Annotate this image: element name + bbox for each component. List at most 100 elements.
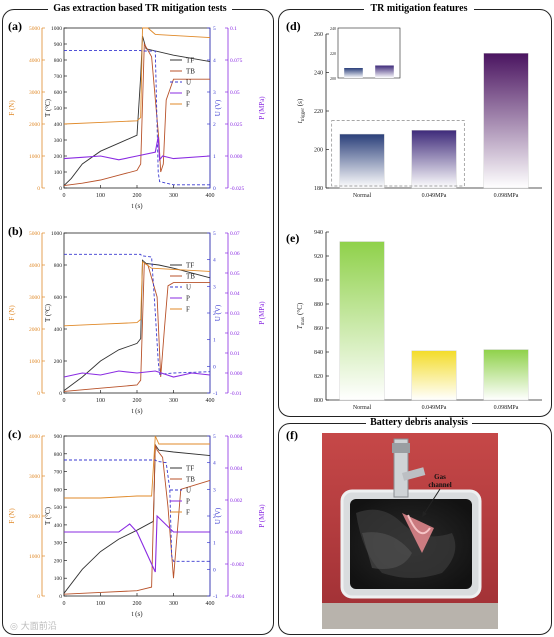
t-axis-tick-label: 800 <box>54 452 63 458</box>
series-line-tb <box>63 444 211 595</box>
x-tick-label: 100 <box>96 193 105 199</box>
p-axis-tick-label: 0.006 <box>230 434 243 440</box>
y-tick-label: 920 <box>314 254 323 260</box>
bar-normal <box>339 241 385 401</box>
f-axis-tick-label: 2000 <box>29 122 40 128</box>
series-line-f <box>63 27 211 125</box>
legend-label-tf: TF <box>186 57 194 65</box>
f-axis-label: F (N) <box>8 508 16 524</box>
x-tick-label: 0.098MPa <box>494 405 519 411</box>
legend-label-u: U <box>186 487 191 495</box>
inset-bar <box>344 68 363 78</box>
t-axis-tick-label: 600 <box>54 90 63 96</box>
y-tick-label: 840 <box>314 350 323 356</box>
legend-label-u: U <box>186 79 191 87</box>
u-axis-tick-label: 0 <box>213 186 216 192</box>
gas-channel-annotation: Gas channel <box>428 473 451 489</box>
series-line-p <box>64 514 210 573</box>
legend-label-tf: TF <box>186 465 194 473</box>
legend-label-tb: TB <box>186 68 195 76</box>
panel-label-b: (b) <box>8 224 23 238</box>
t-axis-tick-label: 0 <box>59 594 62 600</box>
battery-debris-photo: Gas channel <box>322 433 498 629</box>
x-tick-label: Normal <box>353 405 372 411</box>
x-tick-label: 0 <box>63 398 66 404</box>
t-axis-tick-label: 600 <box>54 295 63 301</box>
y-tick-label: 880 <box>314 302 323 308</box>
inset-y-tick-label: 220 <box>330 51 336 56</box>
p-axis-tick-label: 0.000 <box>230 530 243 536</box>
x-axis-label: t (s) <box>131 202 143 210</box>
f-axis-tick-label: 5000 <box>29 231 40 237</box>
f-axis-tick-label: 4000 <box>29 434 40 440</box>
y-tick-label: 900 <box>314 278 323 284</box>
inset-bar <box>375 65 394 78</box>
y-tick-label: 240 <box>314 71 323 77</box>
f-axis-tick-label: 0 <box>37 186 40 192</box>
series-line-u <box>64 49 210 186</box>
t-axis-label: T (°C) <box>44 98 52 117</box>
u-axis-tick-label: 3 <box>213 487 216 493</box>
f-axis-tick-label: 2000 <box>29 514 40 520</box>
f-axis-tick-label: 5000 <box>29 26 40 32</box>
t-axis-tick-label: 400 <box>54 122 63 128</box>
x-tick-label: 400 <box>206 601 215 607</box>
x-axis-label: t (s) <box>131 407 143 415</box>
bar-normal <box>339 133 385 189</box>
u-axis-tick-label: 4 <box>213 58 216 64</box>
f-axis-tick-label: 3000 <box>29 90 40 96</box>
p-axis-tick-label: 0.002 <box>230 498 243 504</box>
x-tick-label: 300 <box>169 601 178 607</box>
p-axis-label: P (MPa) <box>258 504 266 528</box>
right-bottom-title: Battery debris analysis <box>366 417 472 428</box>
t-axis-tick-label: 200 <box>54 359 63 365</box>
t-axis-label: T (°C) <box>44 303 52 322</box>
chart-d: 180 200 220 240 260 ttrigger (s) Normal 0.049MP… <box>296 26 542 199</box>
series-line-f <box>63 260 211 327</box>
u-axis-tick-label: 4 <box>213 258 216 264</box>
series-line-f <box>64 435 210 499</box>
u-axis-label: U (V) <box>214 99 222 116</box>
p-axis-tick-label: 0.1 <box>230 26 237 32</box>
f-axis-tick-label: 1000 <box>29 554 40 560</box>
zoom-box <box>331 120 465 187</box>
f-axis-tick-label: 3000 <box>29 474 40 480</box>
panel-label-c: (c) <box>8 427 22 441</box>
watermark: ◎ 大面前沿 <box>10 619 57 632</box>
u-axis-tick-label: 2 <box>213 122 216 128</box>
x-tick-label: 0 <box>63 601 66 607</box>
series-line-u <box>64 253 211 375</box>
t-axis-tick-label: 1000 <box>51 26 62 32</box>
f-axis-tick-label: 0 <box>37 594 40 600</box>
y-tick-label: 260 <box>314 32 323 38</box>
f-axis-tick-label: 4000 <box>29 58 40 64</box>
t-axis-tick-label: 800 <box>54 58 63 64</box>
bar-0-098mpa <box>483 53 529 189</box>
t-axis-tick-label: 500 <box>54 106 63 112</box>
t-axis-label: T (°C) <box>44 506 52 525</box>
x-tick-label: 100 <box>96 601 105 607</box>
u-axis-tick-label: 1 <box>213 154 216 160</box>
y-tick-label: 200 <box>314 148 323 154</box>
legend-label-p: P <box>186 498 190 506</box>
t-axis-tick-label: 500 <box>54 505 63 511</box>
y-tick-label: 820 <box>314 374 323 380</box>
right-top-title: TR mitigation features <box>364 3 474 14</box>
u-axis-tick-label: 3 <box>213 90 216 96</box>
t-axis-tick-label: 0 <box>59 186 62 192</box>
x-tick-label: 0.049MPa <box>422 193 447 199</box>
series-line-p <box>63 370 211 378</box>
x-tick-label: 0 <box>63 193 66 199</box>
legend-label-p: P <box>186 90 190 98</box>
legend-label-tf: TF <box>186 262 194 270</box>
x-tick-label: 200 <box>133 601 142 607</box>
u-axis-label: U (V) <box>214 304 222 321</box>
legend-label-p: P <box>186 295 190 303</box>
series-line-tf <box>63 443 211 594</box>
t-axis-tick-label: 400 <box>54 523 63 529</box>
y-tick-label: 800 <box>314 398 323 404</box>
legend-label-tb: TB <box>186 273 195 281</box>
bar-0-098mpa <box>483 349 529 401</box>
